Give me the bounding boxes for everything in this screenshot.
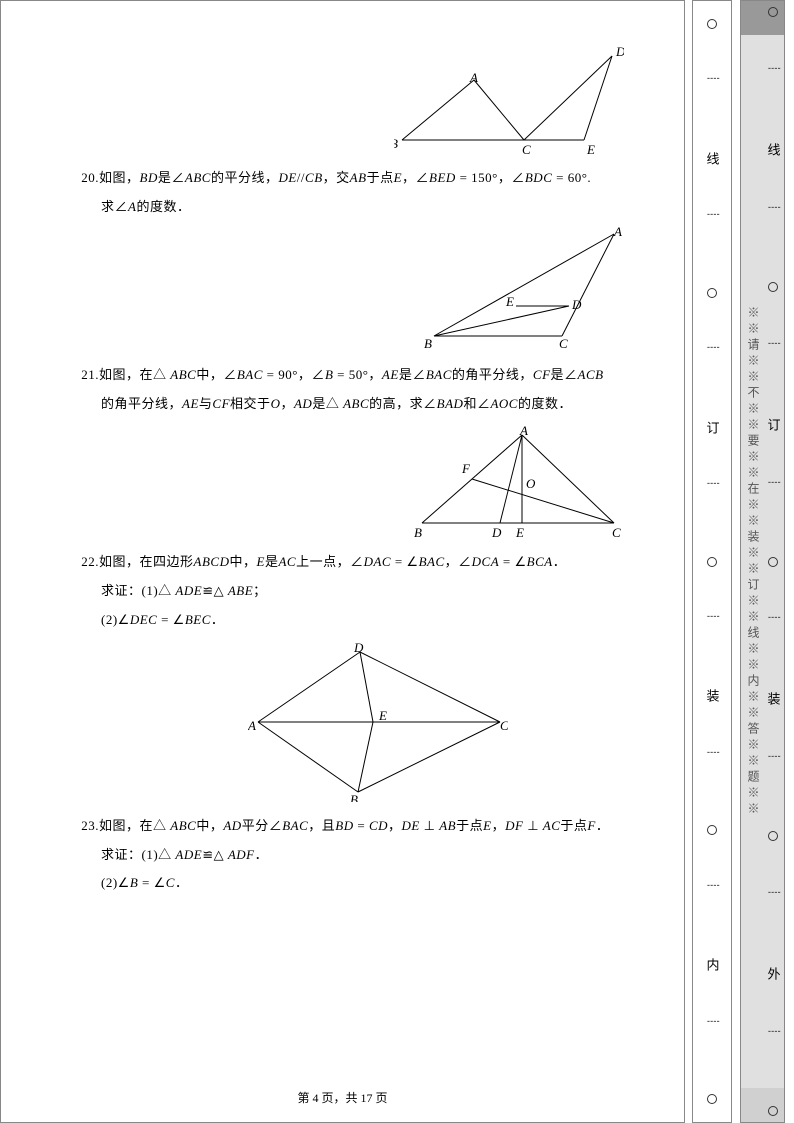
svg-text:O: O <box>526 476 536 491</box>
problem-number: 23. <box>73 812 99 841</box>
svg-text:B: B <box>350 792 358 802</box>
svg-text:D: D <box>615 46 624 59</box>
page-footer: 第 4 页，共 17 页 <box>297 1089 387 1106</box>
figure-21: A B C DE F O <box>101 423 624 538</box>
binding-strip-middle: ※※请※※不※※要※※在※※装※※订※※线※※内※※答※※题※※ ┊线┊┊订┊┊… <box>740 0 785 1123</box>
svg-text:E: E <box>378 708 387 723</box>
problem-number: 21. <box>73 361 99 390</box>
figure-22: A B C D E <box>101 642 654 802</box>
svg-text:C: C <box>612 525 621 538</box>
problem-22: 22. 如图，在四边形ABCD中，E是AC上一点，∠DAC = ∠BAC，∠DC… <box>101 548 654 802</box>
svg-text:C: C <box>500 718 508 733</box>
svg-text:D: D <box>491 525 502 538</box>
svg-text:C: C <box>559 336 568 351</box>
figure-19: A B C D E <box>101 46 624 156</box>
svg-text:E: E <box>586 142 595 156</box>
svg-text:A: A <box>469 70 478 85</box>
problem-number: 22. <box>73 548 99 577</box>
figure-20: A B C D E <box>101 226 624 351</box>
svg-text:B: B <box>394 136 398 151</box>
binding-warning-text: ※※请※※不※※要※※在※※装※※订※※线※※内※※答※※题※※ <box>745 306 762 818</box>
problem-text: 23. 如图，在△ ABC中，AD平分∠BAC，且BD = CD，DE ⊥ AB… <box>101 812 654 898</box>
svg-text:D: D <box>571 297 582 312</box>
binding-strip-inner: ┊线┊┊订┊┊装┊┊内┊ <box>692 0 732 1123</box>
page-content: ABCDE 20. 如图，BD是∠ABC的平分线，DE//CB，交AB于点E，∠… <box>0 0 685 1123</box>
svg-text:B: B <box>424 336 432 351</box>
problem-23: 23. 如图，在△ ABC中，AD平分∠BAC，且BD = CD，DE ⊥ AB… <box>101 812 654 898</box>
svg-text:A: A <box>248 718 256 733</box>
problem-text: 20. 如图，BD是∠ABC的平分线，DE//CB，交AB于点E，∠BED = … <box>101 164 654 221</box>
problem-text: 21. 如图，在△ ABC中，∠BAC = 90°，∠B = 50°，AE是∠B… <box>101 361 654 418</box>
svg-text:A: A <box>613 226 622 239</box>
svg-text:E: E <box>515 525 524 538</box>
problem-text: 22. 如图，在四边形ABCD中，E是AC上一点，∠DAC = ∠BAC，∠DC… <box>101 548 654 634</box>
svg-text:A: A <box>519 423 528 438</box>
svg-text:E: E <box>505 294 514 309</box>
svg-text:C: C <box>522 142 531 156</box>
svg-text:F: F <box>461 461 471 476</box>
problem-21: 21. 如图，在△ ABC中，∠BAC = 90°，∠B = 50°，AE是∠B… <box>101 361 654 538</box>
svg-text:B: B <box>414 525 422 538</box>
problem-number: 20. <box>73 164 99 193</box>
problem-20: 20. 如图，BD是∠ABC的平分线，DE//CB，交AB于点E，∠BED = … <box>101 164 654 351</box>
svg-text:D: D <box>353 642 364 655</box>
